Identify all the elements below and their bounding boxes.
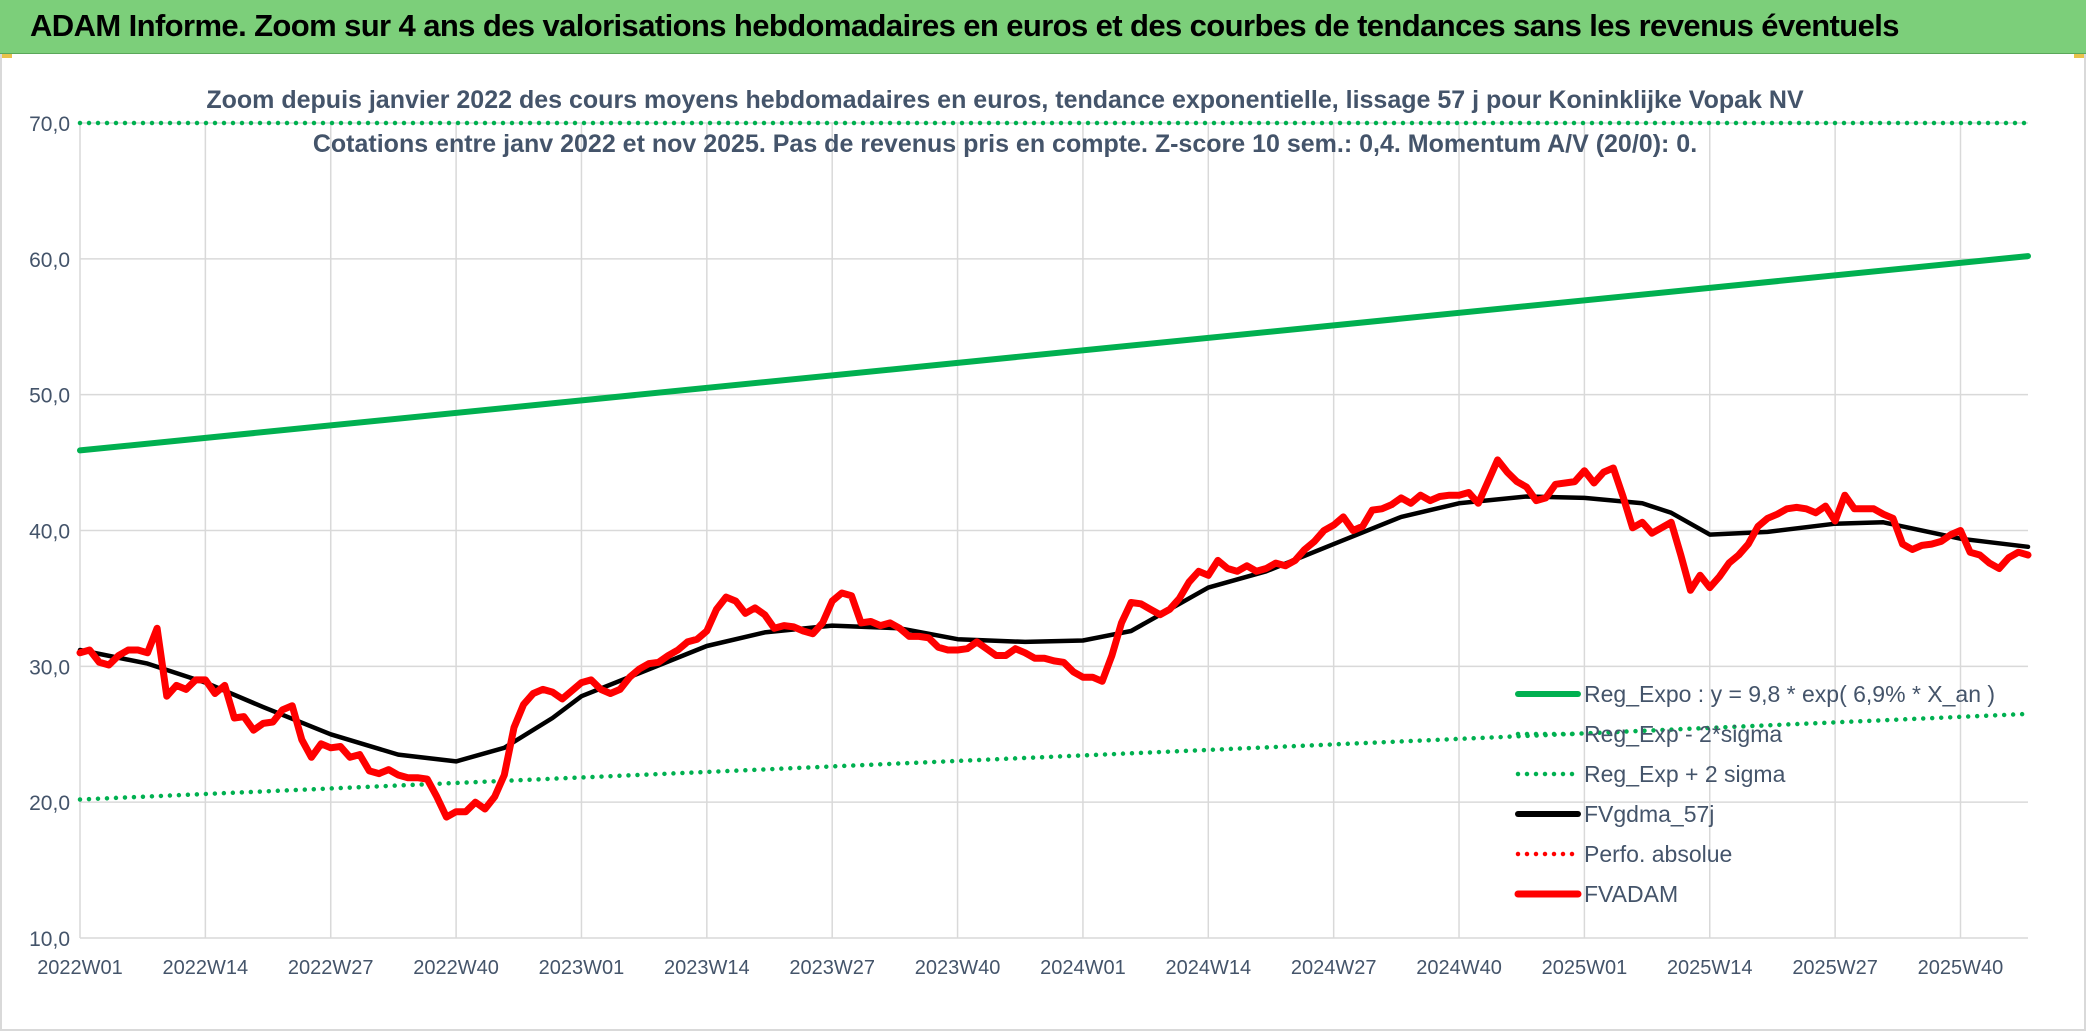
chart-legend: Reg_Expo : y = 9,8 * exp( 6,9% * X_an ) R… <box>1514 681 1995 907</box>
legend-label: Reg_Expo : y = 9,8 * exp( 6,9% * X_an ) <box>1584 681 1995 707</box>
banner-corner-left <box>0 54 12 58</box>
legend-label: FVgdma_57j <box>1584 801 1714 827</box>
y-tick-label: 40,0 <box>29 521 70 544</box>
x-tick-label: 2024W40 <box>1416 957 1502 979</box>
x-tick-label: 2023W14 <box>664 957 750 979</box>
report-title: ADAM Informe. Zoom sur 4 ans des valoris… <box>30 8 1900 43</box>
legend-label: Reg_Exp + 2 sigma <box>1584 761 1786 787</box>
y-tick-label: 50,0 <box>29 385 70 408</box>
x-tick-label: 2025W27 <box>1792 957 1878 979</box>
banner-corner-right <box>2074 54 2086 58</box>
x-tick-label: 2024W01 <box>1040 957 1126 979</box>
x-tick-label: 2025W40 <box>1918 957 2004 979</box>
x-tick-label: 2024W27 <box>1291 957 1377 979</box>
y-axis-labels: 10,0 20,0 30,0 40,0 50,0 60,0 70,0 <box>29 113 70 951</box>
chart-frame <box>0 54 2086 1031</box>
series-line-fvadam <box>76 456 2032 821</box>
y-tick-label: 10,0 <box>29 928 70 951</box>
y-tick-label: 30,0 <box>29 656 70 679</box>
y-tick-label: 70,0 <box>29 113 70 136</box>
x-tick-label: 2022W01 <box>37 957 123 979</box>
y-tick-label: 20,0 <box>29 792 70 815</box>
series-line-reg-exp-2-sigma <box>77 711 2031 802</box>
x-tick-label: 2024W14 <box>1165 957 1251 979</box>
x-axis-labels: 2022W01 2022W14 2022W27 2022W40 2023W01 2023W… <box>37 957 2003 979</box>
y-tick-label: 60,0 <box>29 249 70 272</box>
x-tick-label: 2023W27 <box>789 957 875 979</box>
report-banner: ADAM Informe. Zoom sur 4 ans des valoris… <box>0 0 2086 54</box>
x-tick-label: 2023W01 <box>539 957 625 979</box>
series-line-reg-expo-y-9-8-exp-6-9-x-an <box>77 253 2031 454</box>
chart-subtitle: Cotations entre janv 2022 et nov 2025. P… <box>313 130 1697 158</box>
x-tick-label: 2023W40 <box>915 957 1001 979</box>
legend-label: FVADAM <box>1584 881 1678 907</box>
legend-label: Reg_Exp - 2*sigma <box>1584 721 1782 747</box>
series-lines <box>76 120 2032 821</box>
x-tick-label: 2025W01 <box>1542 957 1628 979</box>
x-tick-label: 2025W14 <box>1667 957 1753 979</box>
gridlines <box>79 122 2028 939</box>
x-tick-label: 2022W40 <box>413 957 499 979</box>
series-line-fvgdma-57j <box>77 494 2031 764</box>
chart-title: Zoom depuis janvier 2022 des cours moyen… <box>206 86 1804 114</box>
x-tick-label: 2022W27 <box>288 957 374 979</box>
legend-label: Perfo. absolue <box>1584 841 1732 867</box>
x-tick-label: 2022W14 <box>163 957 249 979</box>
